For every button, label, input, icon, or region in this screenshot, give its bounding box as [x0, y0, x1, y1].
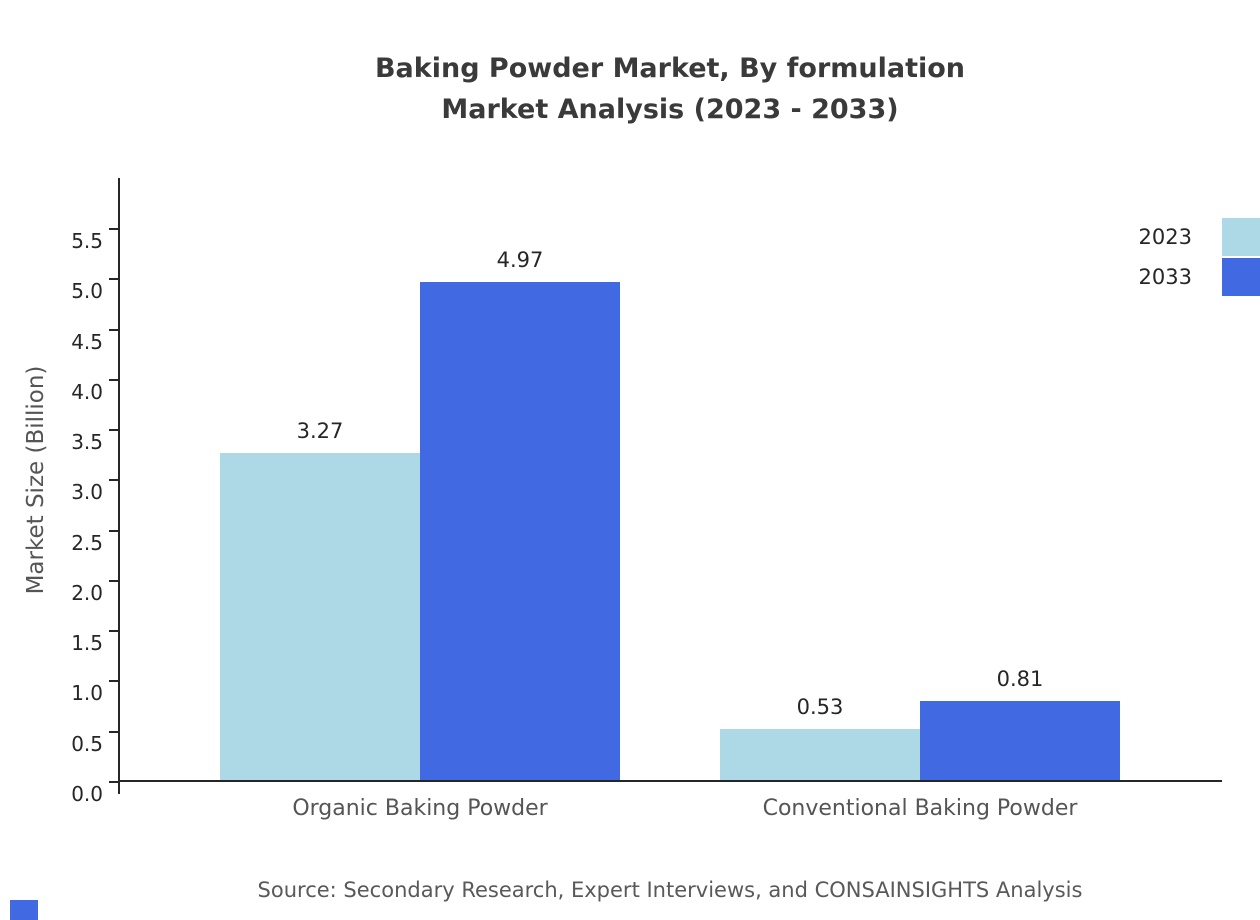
- y-tick-label: 2.0: [71, 580, 103, 605]
- bar-organic-baking-powder-2033: [420, 282, 620, 782]
- y-tick-mark: [109, 278, 118, 281]
- y-tick-label: 3.5: [71, 430, 103, 455]
- source-note: Source: Secondary Research, Expert Inter…: [257, 878, 1083, 902]
- bar-conventional-baking-powder-2033: [920, 701, 1120, 782]
- y-tick-mark: [109, 228, 118, 230]
- x-category-label: Conventional Baking Powder: [762, 796, 1078, 821]
- y-tick-mark: [109, 378, 118, 381]
- legend-item: 2023: [1139, 218, 1260, 256]
- x-axis-line: [118, 780, 1222, 782]
- y-tick-label: 3.0: [71, 480, 103, 505]
- y-tick-mark: [109, 579, 118, 582]
- y-tick-mark: [109, 479, 118, 482]
- y-tick-mark: [109, 328, 118, 331]
- y-tick-label: 2.5: [71, 530, 103, 555]
- bar-organic-baking-powder-2023: [220, 453, 420, 782]
- y-tick-label: 1.0: [71, 681, 103, 706]
- x-category-label: Organic Baking Powder: [292, 796, 548, 821]
- y-tick-mark: [109, 429, 118, 432]
- bar-value-label: 0.53: [796, 695, 844, 719]
- bar-value-label: 3.27: [296, 419, 344, 443]
- y-tick-mark: [109, 781, 118, 783]
- y-axis-line: [118, 178, 120, 794]
- chart-title-line1: Baking Powder Market, By formulation: [374, 53, 966, 84]
- y-axis-label: Market Size (Billion): [23, 365, 49, 595]
- legend-swatch: [1222, 218, 1260, 256]
- legend-label: 2023: [1138, 225, 1192, 249]
- brand-mark-square: [10, 900, 38, 920]
- y-tick-label: 4.5: [71, 329, 103, 354]
- y-tick-label: 5.0: [71, 279, 103, 304]
- chart-title: Baking Powder Market, By formulation Mar…: [80, 48, 1260, 130]
- legend-item: 2033: [1139, 258, 1260, 296]
- y-tick-mark: [109, 680, 118, 683]
- y-tick-label: 0.0: [71, 782, 103, 806]
- y-tick-mark: [109, 730, 118, 733]
- bar-conventional-baking-powder-2023: [720, 729, 920, 782]
- y-tick-mark: [109, 529, 118, 532]
- plot-area: 0.0 0.5 1.0 1.5 2.0 2.5 3.0 3.5 4.0 4.5 5.0 5.5 3.2…: [71, 178, 1222, 806]
- y-tick-label: 4.0: [71, 379, 103, 404]
- y-tick-label: 0.5: [71, 731, 103, 756]
- chart-title-line2: Market Analysis (2023 - 2033): [441, 94, 899, 125]
- y-tick-label: 5.5: [71, 229, 103, 253]
- legend-label: 2033: [1138, 265, 1192, 289]
- bar-value-label: 4.97: [496, 248, 544, 272]
- legend-swatch: [1222, 258, 1260, 296]
- legend: 2023 2033: [1139, 218, 1260, 296]
- y-tick-mark: [109, 630, 118, 633]
- y-tick-label: 1.5: [71, 631, 103, 656]
- bar-value-label: 0.81: [996, 667, 1044, 691]
